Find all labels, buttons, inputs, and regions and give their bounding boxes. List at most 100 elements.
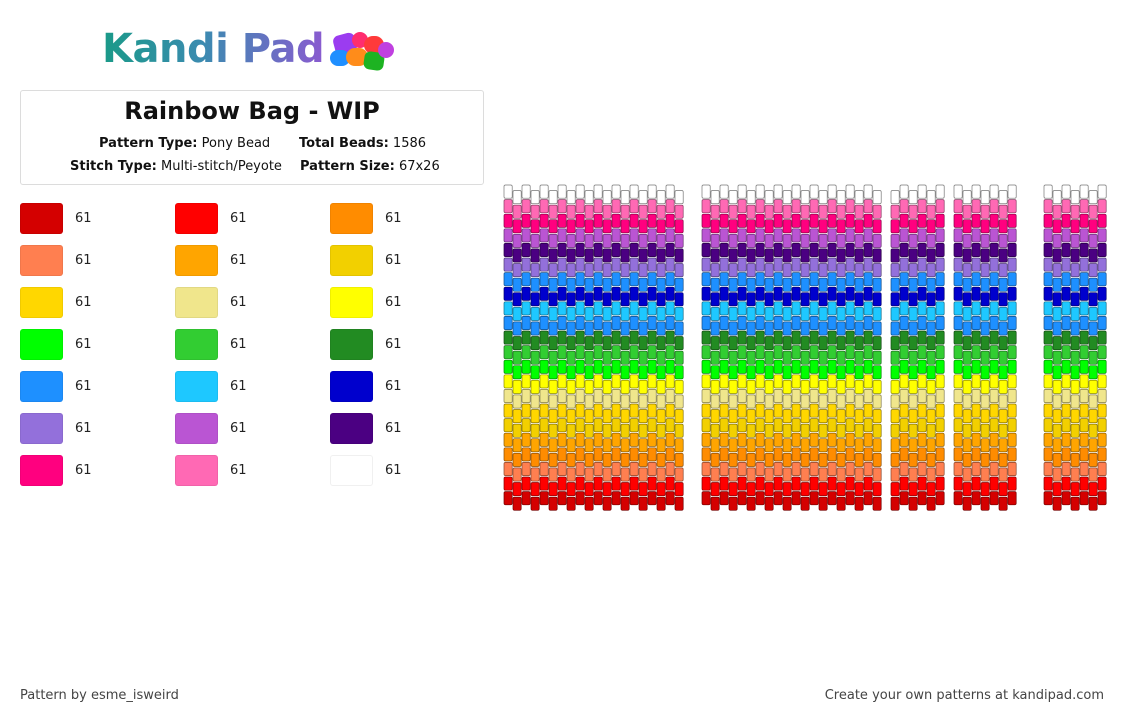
- bead: [872, 204, 882, 219]
- bead: [539, 462, 549, 476]
- bead: [710, 467, 720, 482]
- bead: [800, 394, 810, 409]
- bead: [548, 321, 558, 336]
- bead: [764, 336, 774, 351]
- bead: [917, 462, 927, 476]
- bead: [998, 204, 1008, 219]
- bead: [872, 350, 882, 365]
- bead: [935, 301, 945, 316]
- bead: [638, 467, 648, 482]
- bead: [800, 365, 810, 380]
- bead: [1043, 462, 1053, 476]
- bead: [566, 467, 576, 482]
- bead: [854, 365, 864, 380]
- bead: [638, 394, 648, 409]
- bead: [1079, 389, 1089, 403]
- bead: [980, 190, 990, 205]
- bead: [674, 204, 684, 219]
- total-beads-value: 1586: [392, 136, 427, 151]
- bead: [719, 301, 729, 316]
- bead: [917, 243, 927, 257]
- bead: [980, 219, 990, 234]
- bead: [548, 336, 558, 351]
- bead: [746, 438, 756, 453]
- bead: [521, 476, 531, 491]
- bead: [557, 330, 567, 345]
- bead: [566, 365, 576, 380]
- bead: [755, 316, 765, 330]
- bead: [530, 438, 540, 453]
- kandipad-link[interactable]: Create your own patterns at kandipad.com: [824, 688, 1104, 703]
- bead: [530, 394, 540, 409]
- bead: [854, 204, 864, 219]
- bead: [782, 467, 792, 482]
- bead: [971, 462, 981, 476]
- legend-item: 61: [175, 413, 305, 445]
- kandi-pad-logo[interactable]: Kandi Pad: [102, 24, 408, 74]
- bead: [674, 482, 684, 497]
- pattern-author[interactable]: Pattern by esme_isweird: [20, 688, 179, 703]
- bead: [521, 330, 531, 345]
- bead: [926, 248, 936, 263]
- bead: [962, 482, 972, 497]
- bead: [593, 403, 603, 418]
- bead: [1007, 418, 1017, 433]
- bead: [908, 336, 918, 351]
- bead: [1061, 228, 1071, 243]
- bead: [818, 248, 828, 263]
- bead: [1007, 359, 1017, 374]
- bead: [1052, 321, 1062, 336]
- bead: [566, 336, 576, 351]
- bead: [1070, 409, 1080, 424]
- bead: [629, 447, 639, 462]
- bead: [665, 476, 675, 491]
- bead: [971, 359, 981, 374]
- bead: [1052, 292, 1062, 307]
- bead: [917, 272, 927, 287]
- bead: [854, 438, 864, 453]
- bead: [827, 359, 837, 374]
- bead: [764, 292, 774, 307]
- bead: [503, 228, 513, 243]
- bead: [521, 403, 531, 418]
- bead: [584, 336, 594, 351]
- bead: [917, 330, 927, 345]
- bead: [503, 476, 513, 491]
- bead: [575, 228, 585, 243]
- bead: [827, 257, 837, 272]
- bead: [746, 365, 756, 380]
- color-swatch: [330, 413, 373, 444]
- bead: [827, 301, 837, 316]
- bead: [863, 184, 873, 199]
- bead: [1079, 301, 1089, 316]
- bead: [584, 394, 594, 409]
- bead: [926, 423, 936, 438]
- bead: [1097, 491, 1107, 506]
- bead: [1052, 409, 1062, 424]
- bead: [1052, 365, 1062, 380]
- bead: [800, 204, 810, 219]
- bead: [557, 447, 567, 462]
- bead: [728, 496, 738, 511]
- bead: [1043, 403, 1053, 418]
- bead: [512, 394, 522, 409]
- bead: [638, 482, 648, 497]
- color-swatch: [175, 371, 218, 402]
- bead: [1061, 462, 1071, 476]
- bead: [611, 462, 621, 476]
- bead: [1043, 374, 1053, 389]
- bead: [746, 379, 756, 394]
- bead: [989, 359, 999, 374]
- bead: [791, 316, 801, 330]
- bead: [530, 379, 540, 394]
- bead: [728, 219, 738, 234]
- bead: [674, 336, 684, 351]
- bead: [755, 476, 765, 491]
- bead: [809, 301, 819, 316]
- bead: [926, 263, 936, 278]
- bead: [1043, 316, 1053, 330]
- bead-count: 61: [75, 463, 92, 478]
- bead: [782, 438, 792, 453]
- bead: [503, 199, 513, 214]
